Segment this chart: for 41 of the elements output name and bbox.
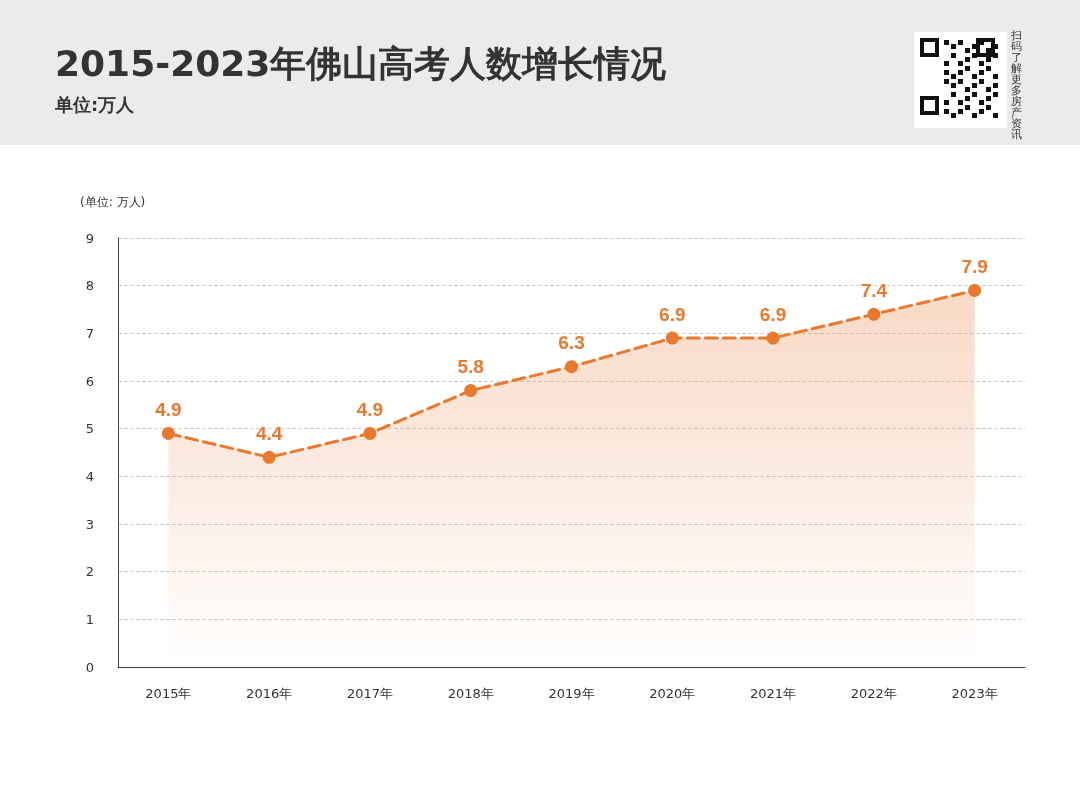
x-tick-label: 2023年: [951, 686, 998, 701]
point: [665, 331, 679, 345]
data-label: 4.9: [155, 398, 182, 420]
text: 扫码了解更多房产资讯: [1011, 29, 1022, 141]
point: [565, 360, 578, 374]
chart-subtitle: 单位:万人: [55, 93, 135, 117]
y-tick-label: 3: [85, 516, 94, 532]
data-label: 4.4: [255, 422, 283, 444]
y-tick-label: 0: [85, 659, 94, 675]
x-tick-label: 2016年: [246, 686, 293, 701]
x-tick-label: 2020年: [649, 686, 696, 701]
y-tick-label: 8: [85, 278, 94, 294]
data-label: 6.3: [558, 332, 585, 354]
data-label: 7.4: [860, 279, 888, 301]
point: [161, 426, 175, 440]
y-tick-label: 5: [85, 421, 94, 437]
x-tick-label: 2022年: [850, 686, 897, 701]
x-tick-label: 2018年: [447, 686, 494, 701]
chart-title: 2015-2023年佛山高考人数增长情况: [55, 42, 667, 86]
data-label: 6.9: [759, 303, 787, 325]
point: [867, 307, 881, 321]
y-tick-label: 2: [85, 564, 94, 580]
data-label: 5.8: [457, 356, 484, 378]
point: [766, 331, 780, 345]
y-tick-label: 9: [85, 230, 94, 246]
point: [262, 450, 276, 464]
x-tick-label: 2021年: [750, 686, 797, 701]
y-axis-title: (单位: 万人): [80, 195, 146, 209]
x-tick-label: 2015年: [145, 686, 192, 701]
data-label: 7.9: [961, 255, 988, 277]
x-tick-label: 2017年: [346, 686, 393, 701]
point: [968, 283, 982, 297]
data-label: 4.9: [356, 398, 384, 420]
y-tick-label: 4: [85, 468, 94, 484]
y-tick-label: 1: [85, 611, 94, 627]
point: [363, 426, 377, 440]
data-label: 6.9: [659, 303, 686, 325]
y-tick-label: 6: [85, 373, 94, 389]
x-tick-label: 2019年: [548, 686, 595, 701]
point: [464, 384, 478, 398]
y-tick-label: 7: [85, 325, 94, 341]
